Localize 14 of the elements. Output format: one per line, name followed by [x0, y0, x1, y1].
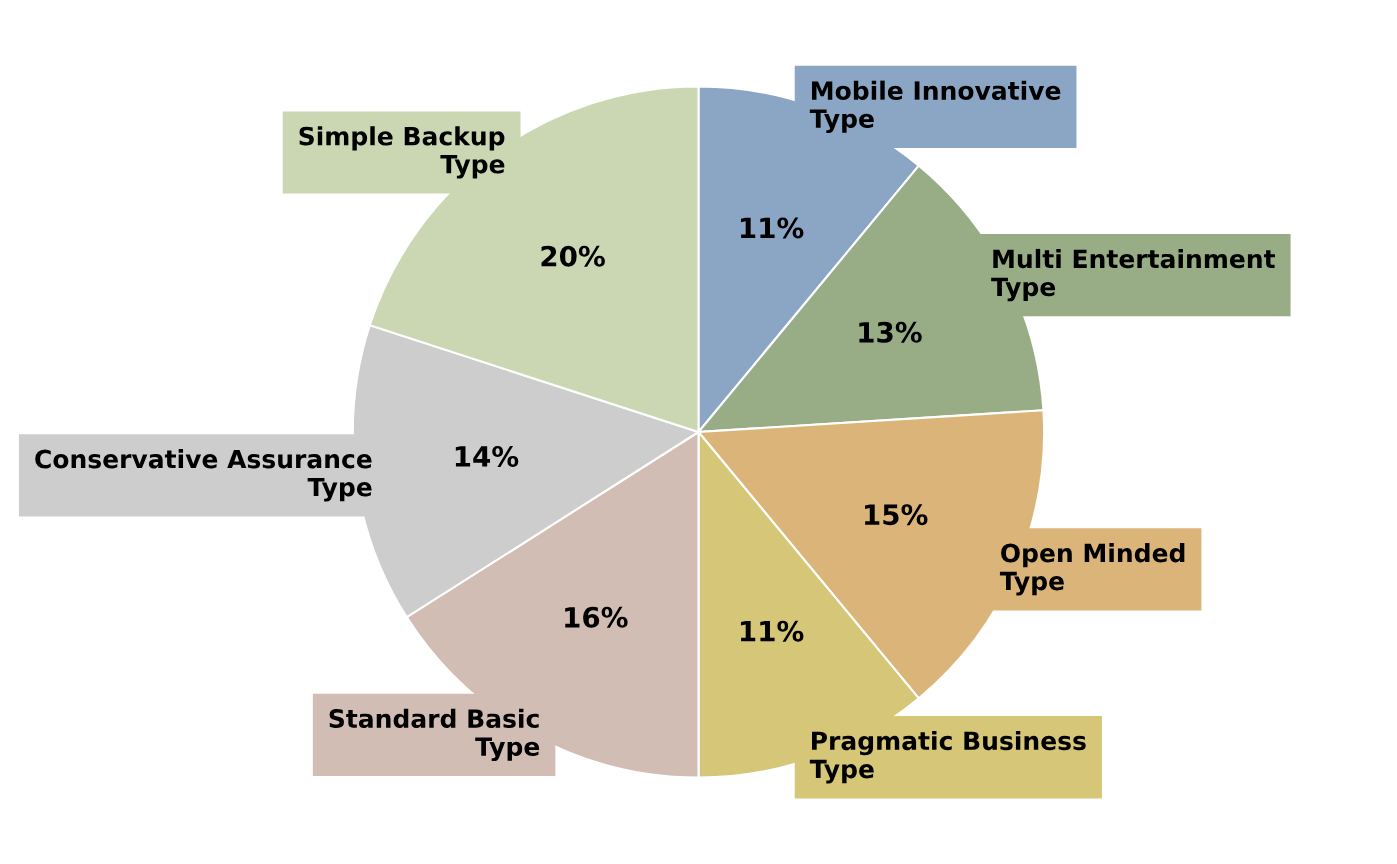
slice-label: Simple Backup Type — [299, 126, 505, 179]
data-label: 13% — [859, 321, 922, 343]
slice-label: Conservative Assurance Type — [35, 449, 372, 502]
data-label: 11% — [740, 620, 804, 642]
data-label: 20% — [541, 245, 605, 267]
data-label: 14% — [455, 445, 519, 467]
slice-label: Open Minded Type — [999, 543, 1185, 596]
data-label: 15% — [865, 504, 928, 526]
slice-label: Multi Entertainment Type — [991, 248, 1275, 302]
data-label: 16% — [565, 606, 628, 628]
slice-label: Pragmatic Business Type — [809, 730, 1086, 784]
data-label: 11% — [740, 217, 804, 239]
slice-label: Standard Basic Type — [329, 708, 540, 762]
slice-label: Mobile Innovative Type — [809, 80, 1061, 134]
